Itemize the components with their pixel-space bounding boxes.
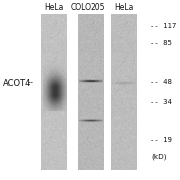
Text: 205: 205 [90,3,105,12]
Text: HeLa: HeLa [45,3,64,12]
Text: --: -- [27,79,33,88]
Text: -- 19: -- 19 [150,138,172,143]
Text: ACOT4: ACOT4 [3,79,31,88]
Text: -- 48: -- 48 [150,79,172,85]
Text: -- 34: -- 34 [150,99,172,105]
Text: (kD): (kD) [151,153,167,160]
Text: HeLa: HeLa [114,3,134,12]
Text: -- 85: -- 85 [150,40,172,46]
Text: COLO: COLO [70,3,91,12]
Text: -- 117: -- 117 [150,23,176,29]
